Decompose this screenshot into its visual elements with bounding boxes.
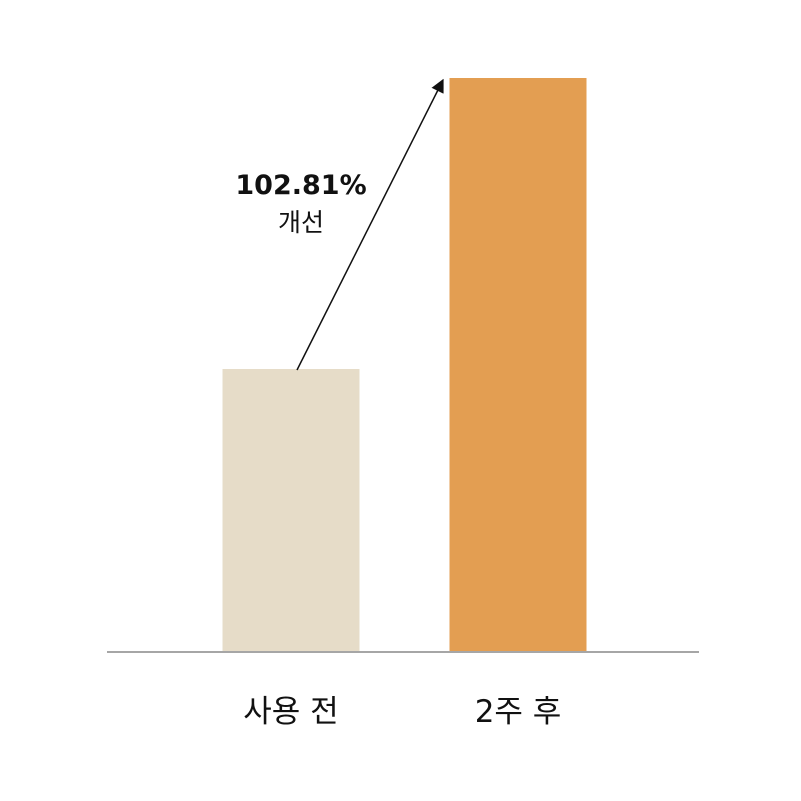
category-label-1: 사용 전 [243,694,338,730]
category-labels: 사용 전 2주 후 [243,694,561,730]
annotation-text: 개선 [278,208,324,237]
growth-arrow [296,78,444,371]
bars-group [222,78,587,652]
bar-1 [222,369,360,652]
category-label-2: 2주 후 [475,694,562,730]
annotation-value: 102.81% [235,170,366,201]
bar-2 [449,78,587,652]
